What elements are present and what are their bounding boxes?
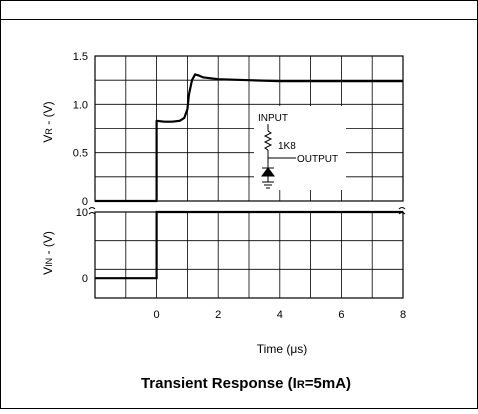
upper-y-tick-label: 0: [82, 196, 88, 208]
inset-output-label: OUTPUT: [297, 154, 338, 165]
x-tick-labels: 0 2 4 6 8: [154, 309, 407, 321]
lower-y-tick-label: 10: [76, 207, 88, 219]
lower-y-tick-label: 0: [82, 273, 88, 285]
vin-series-line: [95, 210, 403, 280]
x-tick-label: 0: [154, 309, 160, 321]
x-tick-label: 6: [338, 309, 344, 321]
vr-series-line: [95, 73, 403, 203]
upper-y-tick-label: 1.5: [73, 51, 88, 63]
resistor-icon: [263, 130, 273, 151]
inset-input-label: INPUT: [258, 113, 288, 124]
chart-title: Transient Response (IR=5mA): [141, 375, 351, 392]
inset-node-wire: [267, 150, 296, 162]
lower-y-axis-label: VIN - (V): [41, 231, 55, 275]
inset-resistor-label: 1K8: [278, 141, 296, 152]
x-axis-label: Time (μs): [257, 342, 307, 356]
lower-grid: [94, 211, 404, 299]
x-tick-label: 4: [277, 309, 283, 321]
x-tick-label: 2: [215, 309, 221, 321]
ground-icon: [262, 181, 274, 189]
x-tick-label: 8: [400, 309, 406, 321]
upper-y-tick-labels: 0 0.5 1.0 1.5: [73, 51, 88, 208]
inset-circuit: INPUT 1K8 OUTPUT: [254, 106, 346, 190]
upper-y-axis-label: VR - (V): [41, 101, 55, 142]
upper-y-tick-label: 1.0: [73, 99, 88, 111]
lower-y-tick-labels: 0 10: [76, 207, 88, 285]
upper-y-tick-label: 0.5: [73, 148, 88, 160]
upper-grid: [94, 55, 404, 202]
